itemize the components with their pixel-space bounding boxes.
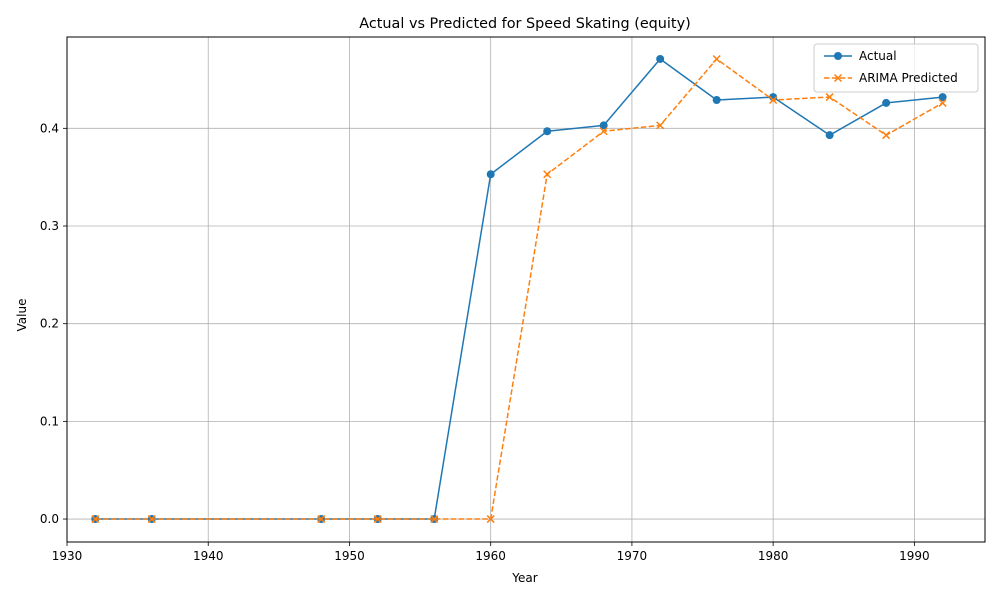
x-tick-label: 1940 <box>193 549 224 563</box>
series-line-arima-predicted <box>95 58 944 520</box>
data-point-arima-predicted <box>373 515 382 524</box>
legend-label-actual: Actual <box>859 49 897 63</box>
axes: 1930 1940 1950 1960 1970 1980 1990 0.0 0.1 0.2 0.3… <box>40 121 930 563</box>
data-point-actual <box>712 96 721 105</box>
y-tick-label: 0.1 <box>40 414 59 428</box>
data-point-actual <box>656 54 665 63</box>
series-layer <box>91 54 947 524</box>
data-point-arima-predicted <box>938 98 947 107</box>
data-point-arima-predicted <box>769 95 778 105</box>
x-axis-title: Year <box>511 571 537 585</box>
x-tick-label: 1990 <box>899 549 930 563</box>
data-point-arima-predicted <box>486 515 495 524</box>
data-point-arima-predicted <box>656 121 665 130</box>
chart-title: Actual vs Predicted for Speed Skating (e… <box>359 16 690 32</box>
legend-label-arima-predicted: ARIMA Predicted <box>859 71 958 85</box>
legend-marker-arima-predicted <box>833 73 843 83</box>
data-point-actual <box>543 127 552 136</box>
series-line-actual <box>95 58 943 520</box>
x-tick-label: 1960 <box>475 549 506 563</box>
plot-frame <box>66 36 986 543</box>
y-tick-label: 0.3 <box>40 219 59 233</box>
data-point-arima-predicted <box>712 54 721 64</box>
data-point-arima-predicted <box>147 515 156 524</box>
data-point-actual <box>486 170 495 179</box>
y-tick-label: 0.4 <box>40 121 59 135</box>
data-point-arima-predicted <box>882 131 891 140</box>
legend-marker-actual <box>834 52 842 60</box>
data-point-arima-predicted <box>599 127 608 136</box>
data-point-arima-predicted <box>825 93 834 102</box>
data-point-arima-predicted <box>430 515 439 524</box>
data-point-arima-predicted <box>543 170 552 179</box>
data-point-actual <box>882 98 891 107</box>
legend-box <box>813 43 979 93</box>
x-tick-label: 1930 <box>52 549 83 563</box>
data-point-actual <box>825 131 834 140</box>
x-tick-label: 1950 <box>334 549 365 563</box>
data-point-arima-predicted <box>317 515 326 524</box>
y-tick-label: 0.0 <box>40 512 59 526</box>
y-tick-label: 0.2 <box>40 317 59 331</box>
x-tick-label: 1980 <box>758 549 789 563</box>
data-point-arima-predicted <box>91 515 100 524</box>
data-point-actual <box>599 121 608 130</box>
y-axis-title: Value <box>15 299 29 332</box>
x-tick-label: 1970 <box>617 549 648 563</box>
legend: Actual ARIMA Predicted <box>813 43 979 93</box>
data-point-actual <box>938 93 947 102</box>
